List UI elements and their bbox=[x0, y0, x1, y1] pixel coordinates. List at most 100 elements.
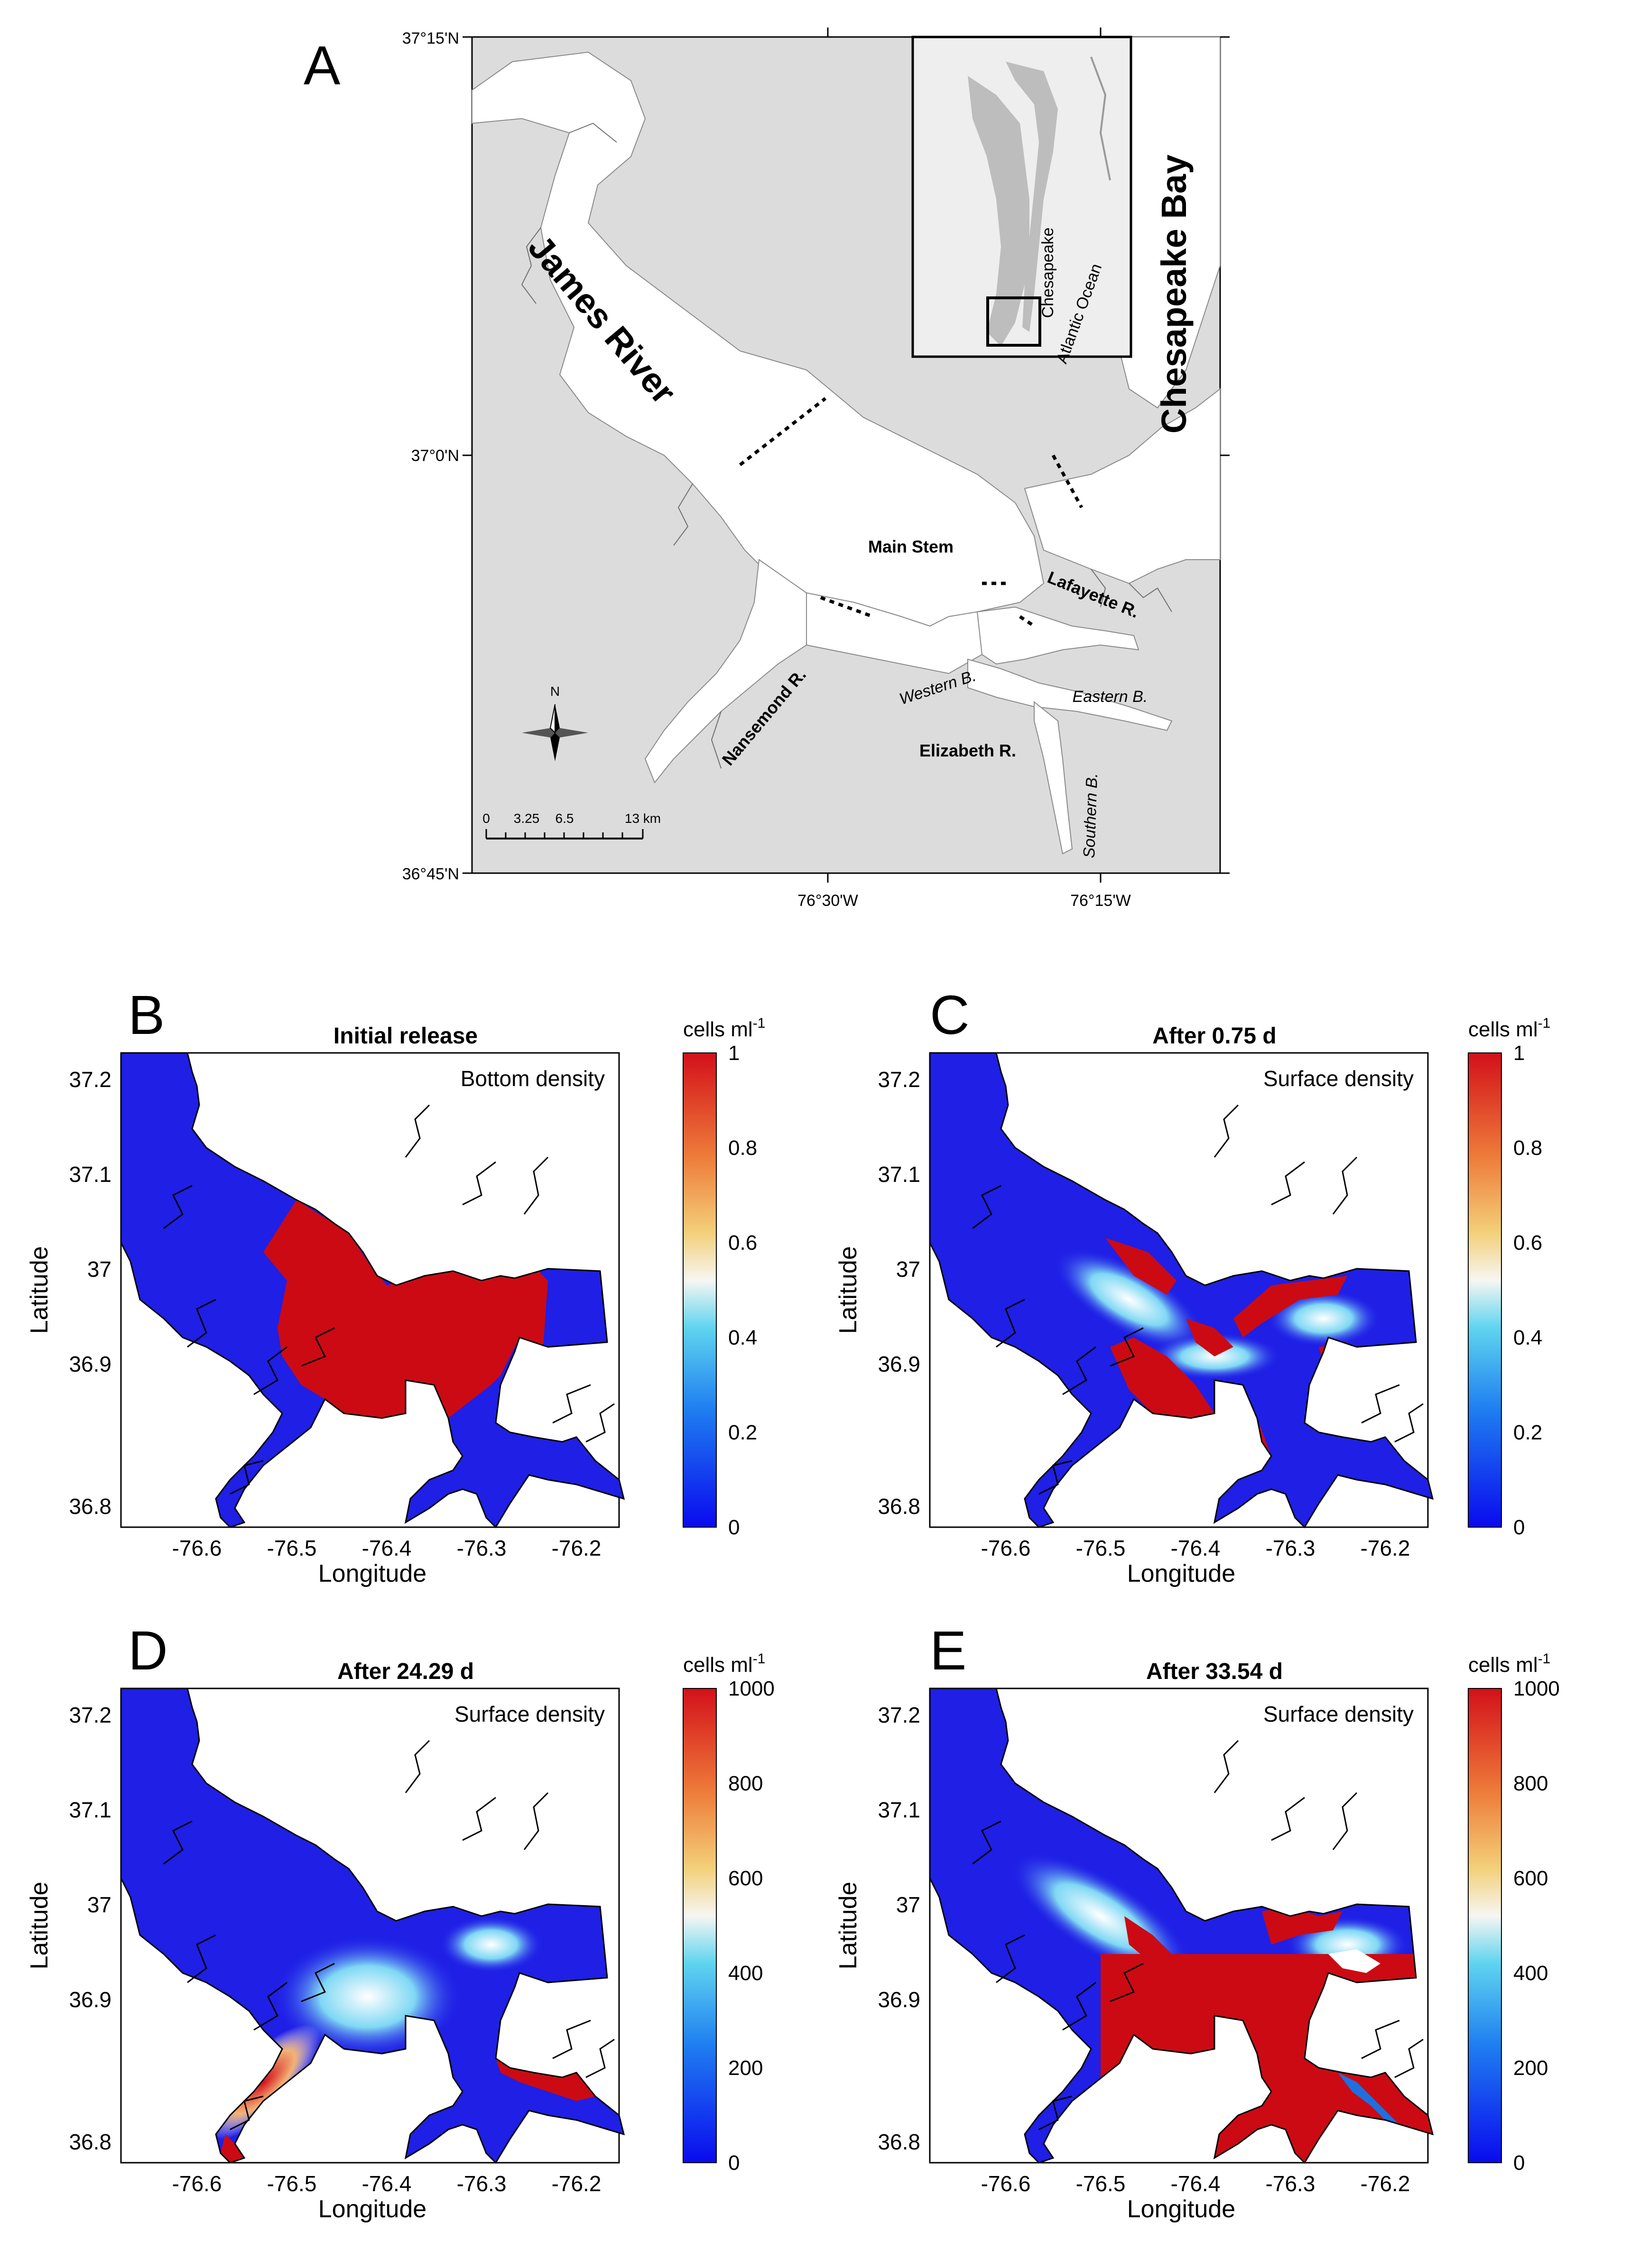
yticks-d: 37.2 37.1 37 36.9 36.8 bbox=[69, 1703, 111, 2154]
panel-c: C After 0.75 d Surface density bbox=[834, 984, 1550, 1587]
xtick-b-1: -76.5 bbox=[267, 1536, 317, 1560]
xlabel-e: Longitude bbox=[1127, 2195, 1235, 2223]
ytick-e-3: 36.9 bbox=[878, 1987, 920, 2012]
xticks-b: -76.6 -76.5 -76.4 -76.3 -76.2 bbox=[172, 1536, 602, 1560]
ytick-b-3: 36.9 bbox=[69, 1352, 111, 1376]
xtick-e-4: -76.2 bbox=[1361, 2171, 1410, 2196]
tributaries-e bbox=[972, 1740, 1424, 2130]
tributaries-b bbox=[163, 1104, 615, 1495]
cbar-tick-b-2: 0.6 bbox=[728, 1231, 757, 1254]
subtitle-b: Bottom density bbox=[461, 1066, 605, 1091]
cbar-tick-d-2: 600 bbox=[728, 1867, 763, 1890]
xtick-b-0: -76.6 bbox=[172, 1536, 222, 1560]
lon-label-0: 76°30'W bbox=[797, 892, 858, 910]
map-a-boundaries bbox=[739, 397, 1084, 627]
map-a-ticks bbox=[463, 28, 1230, 883]
cbar-tick-c-1: 0.8 bbox=[1513, 1136, 1542, 1160]
ytick-c-0: 37.2 bbox=[878, 1067, 920, 1092]
plot-area-b: Bottom density bbox=[120, 1052, 625, 1528]
panel-title-d: After 24.29 d bbox=[337, 1659, 474, 1684]
ytick-b-0: 37.2 bbox=[69, 1067, 111, 1092]
panel-letter-e: E bbox=[930, 1620, 966, 1681]
compass-icon: N bbox=[522, 684, 588, 761]
lat-label-0: 37°15'N bbox=[402, 29, 459, 47]
subtitle-d: Surface density bbox=[454, 1702, 605, 1726]
cbar-tick-d-0: 1000 bbox=[728, 1677, 775, 1700]
xtick-c-1: -76.5 bbox=[1076, 1536, 1126, 1560]
panel-title-b: Initial release bbox=[333, 1023, 478, 1049]
ytick-d-0: 37.2 bbox=[69, 1703, 111, 1727]
lat-label-1: 37°0'N bbox=[411, 447, 459, 465]
xlabel-b: Longitude bbox=[318, 1560, 426, 1587]
colorbar-e: cells ml-1 1000 800 600 400 200 0 bbox=[1468, 1651, 1560, 2175]
xtick-d-4: -76.2 bbox=[552, 2171, 602, 2196]
tributaries-c bbox=[972, 1104, 1424, 1495]
xtick-d-3: -76.3 bbox=[457, 2171, 507, 2196]
ytick-e-4: 36.8 bbox=[878, 2130, 920, 2154]
ytick-d-4: 36.8 bbox=[69, 2130, 111, 2154]
cbar-tick-d-5: 0 bbox=[728, 2151, 740, 2175]
ylabel-d: Latitude bbox=[26, 1881, 53, 1969]
cbar-tick-e-0: 1000 bbox=[1513, 1677, 1560, 1700]
panel-d: D After 24.29 d Surface density 37.2 37.… bbox=[26, 1620, 775, 2223]
compass-n: N bbox=[550, 684, 560, 699]
map-a-inset: Chesapeake Atlantic Ocean bbox=[911, 36, 1132, 366]
xtick-c-2: -76.4 bbox=[1171, 1536, 1221, 1560]
ytick-c-2: 37 bbox=[896, 1257, 920, 1282]
ytick-c-3: 36.9 bbox=[878, 1352, 920, 1376]
cbar-tick-b-0: 1 bbox=[728, 1042, 740, 1065]
ylabel-b: Latitude bbox=[26, 1246, 53, 1334]
panel-title-e: After 33.54 d bbox=[1146, 1659, 1283, 1684]
scale-label-3: 13 km bbox=[625, 811, 661, 826]
label-main-stem: Main Stem bbox=[868, 537, 954, 556]
cbar-tick-c-2: 0.6 bbox=[1513, 1231, 1542, 1254]
ytick-b-2: 37 bbox=[87, 1257, 111, 1282]
panel-letter-c: C bbox=[930, 984, 970, 1046]
ytick-b-1: 37.1 bbox=[69, 1162, 111, 1187]
cbar-tick-e-4: 200 bbox=[1513, 2056, 1548, 2080]
xticks-e: -76.6 -76.5 -76.4 -76.3 -76.2 bbox=[981, 2171, 1410, 2196]
cbar-tick-b-3: 0.4 bbox=[728, 1326, 757, 1349]
ytick-e-0: 37.2 bbox=[878, 1703, 920, 1727]
xtick-d-2: -76.4 bbox=[362, 2171, 412, 2196]
ytick-d-1: 37.1 bbox=[69, 1798, 111, 1822]
cbar-tick-c-5: 0 bbox=[1513, 1516, 1525, 1539]
panel-title-c: After 0.75 d bbox=[1152, 1023, 1276, 1049]
cbar-tick-e-5: 0 bbox=[1513, 2151, 1525, 2175]
ytick-e-1: 37.1 bbox=[878, 1798, 920, 1822]
cbar-tick-c-3: 0.4 bbox=[1513, 1326, 1542, 1349]
xticks-c: -76.6 -76.5 -76.4 -76.3 -76.2 bbox=[981, 1536, 1410, 1560]
colorbar-d: cells ml-1 1000 800 600 400 200 0 bbox=[683, 1651, 775, 2175]
cbar-tick-d-1: 800 bbox=[728, 1772, 763, 1795]
yticks-c: 37.2 37.1 37 36.9 36.8 bbox=[878, 1067, 920, 1519]
xlabel-c: Longitude bbox=[1127, 1560, 1235, 1587]
xtick-e-0: -76.6 bbox=[981, 2171, 1031, 2196]
scale-label-1: 3.25 bbox=[514, 811, 540, 826]
cbar-tick-e-3: 400 bbox=[1513, 1962, 1548, 1985]
cbar-title-c: cells ml-1 bbox=[1468, 1015, 1550, 1041]
xlabel-d: Longitude bbox=[318, 2195, 426, 2223]
ytick-d-2: 37 bbox=[87, 1892, 111, 1917]
cbar-tick-b-1: 0.8 bbox=[728, 1136, 757, 1160]
panel-letter-b: B bbox=[128, 984, 165, 1046]
xtick-c-4: -76.2 bbox=[1361, 1536, 1410, 1560]
panel-letter-d: D bbox=[128, 1620, 168, 1681]
cbar-tick-b-5: 0 bbox=[728, 1516, 740, 1539]
xtick-b-2: -76.4 bbox=[362, 1536, 412, 1560]
ylabel-e: Latitude bbox=[834, 1881, 862, 1969]
subtitle-c: Surface density bbox=[1263, 1066, 1414, 1091]
xticks-d: -76.6 -76.5 -76.4 -76.3 -76.2 bbox=[172, 2171, 602, 2196]
cbar-title-e: cells ml-1 bbox=[1468, 1651, 1550, 1677]
xtick-c-0: -76.6 bbox=[981, 1536, 1031, 1560]
label-elizabeth: Elizabeth R. bbox=[919, 741, 1016, 760]
yticks-e: 37.2 37.1 37 36.9 36.8 bbox=[878, 1703, 920, 2154]
cbar-tick-e-2: 600 bbox=[1513, 1867, 1548, 1890]
scale-label-0: 0 bbox=[482, 811, 490, 826]
lon-label-1: 76°15'W bbox=[1070, 892, 1131, 910]
ytick-b-4: 36.8 bbox=[69, 1494, 111, 1519]
map-a-coastline bbox=[521, 122, 1172, 769]
tributaries-d bbox=[163, 1740, 615, 2130]
colorbar-b: cells ml-1 1 0.8 0.6 0.4 0.2 0 bbox=[683, 1015, 765, 1539]
cbar-tick-c-4: 0.2 bbox=[1513, 1421, 1542, 1444]
cbar-tick-b-4: 0.2 bbox=[728, 1421, 757, 1444]
